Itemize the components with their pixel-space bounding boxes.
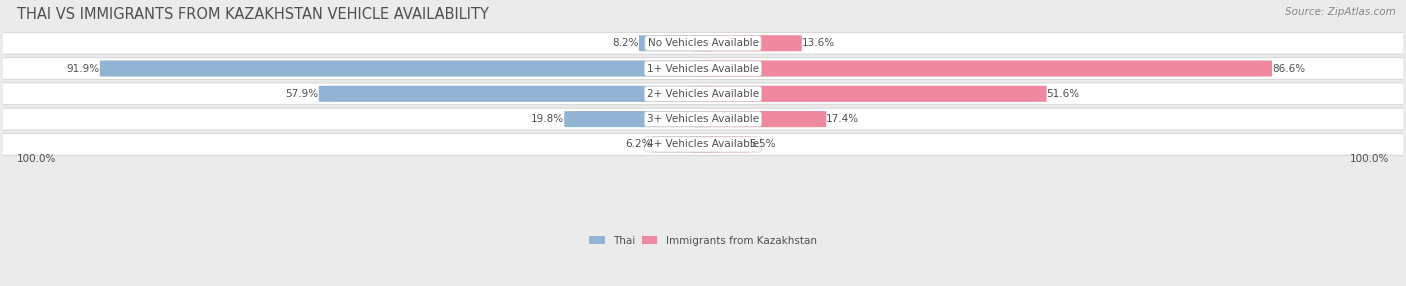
Text: 51.6%: 51.6% <box>1046 89 1080 99</box>
Text: 17.4%: 17.4% <box>827 114 859 124</box>
FancyBboxPatch shape <box>692 86 1046 102</box>
Text: 6.2%: 6.2% <box>626 139 652 149</box>
Text: 13.6%: 13.6% <box>801 38 835 48</box>
FancyBboxPatch shape <box>100 60 714 77</box>
Text: THAI VS IMMIGRANTS FROM KAZAKHSTAN VEHICLE AVAILABILITY: THAI VS IMMIGRANTS FROM KAZAKHSTAN VEHIC… <box>17 7 489 21</box>
FancyBboxPatch shape <box>692 111 827 127</box>
Text: 91.9%: 91.9% <box>66 63 100 74</box>
Text: No Vehicles Available: No Vehicles Available <box>648 38 758 48</box>
Text: 1+ Vehicles Available: 1+ Vehicles Available <box>647 63 759 74</box>
FancyBboxPatch shape <box>692 136 749 152</box>
Text: 100.0%: 100.0% <box>17 154 56 164</box>
Text: 3+ Vehicles Available: 3+ Vehicles Available <box>647 114 759 124</box>
Text: 2+ Vehicles Available: 2+ Vehicles Available <box>647 89 759 99</box>
Text: 5.5%: 5.5% <box>749 139 776 149</box>
Text: Source: ZipAtlas.com: Source: ZipAtlas.com <box>1285 7 1396 17</box>
Text: 57.9%: 57.9% <box>285 89 319 99</box>
FancyBboxPatch shape <box>0 108 1406 130</box>
FancyBboxPatch shape <box>692 60 1272 77</box>
Legend: Thai, Immigrants from Kazakhstan: Thai, Immigrants from Kazakhstan <box>585 231 821 250</box>
FancyBboxPatch shape <box>638 35 714 51</box>
FancyBboxPatch shape <box>692 35 801 51</box>
Text: 100.0%: 100.0% <box>1350 154 1389 164</box>
Text: 4+ Vehicles Available: 4+ Vehicles Available <box>647 139 759 149</box>
FancyBboxPatch shape <box>564 111 714 127</box>
FancyBboxPatch shape <box>0 134 1406 155</box>
Text: 86.6%: 86.6% <box>1272 63 1305 74</box>
FancyBboxPatch shape <box>0 58 1406 80</box>
Text: 8.2%: 8.2% <box>613 38 638 48</box>
FancyBboxPatch shape <box>0 83 1406 105</box>
Text: 19.8%: 19.8% <box>531 114 564 124</box>
FancyBboxPatch shape <box>652 136 714 152</box>
FancyBboxPatch shape <box>319 86 714 102</box>
FancyBboxPatch shape <box>0 32 1406 54</box>
